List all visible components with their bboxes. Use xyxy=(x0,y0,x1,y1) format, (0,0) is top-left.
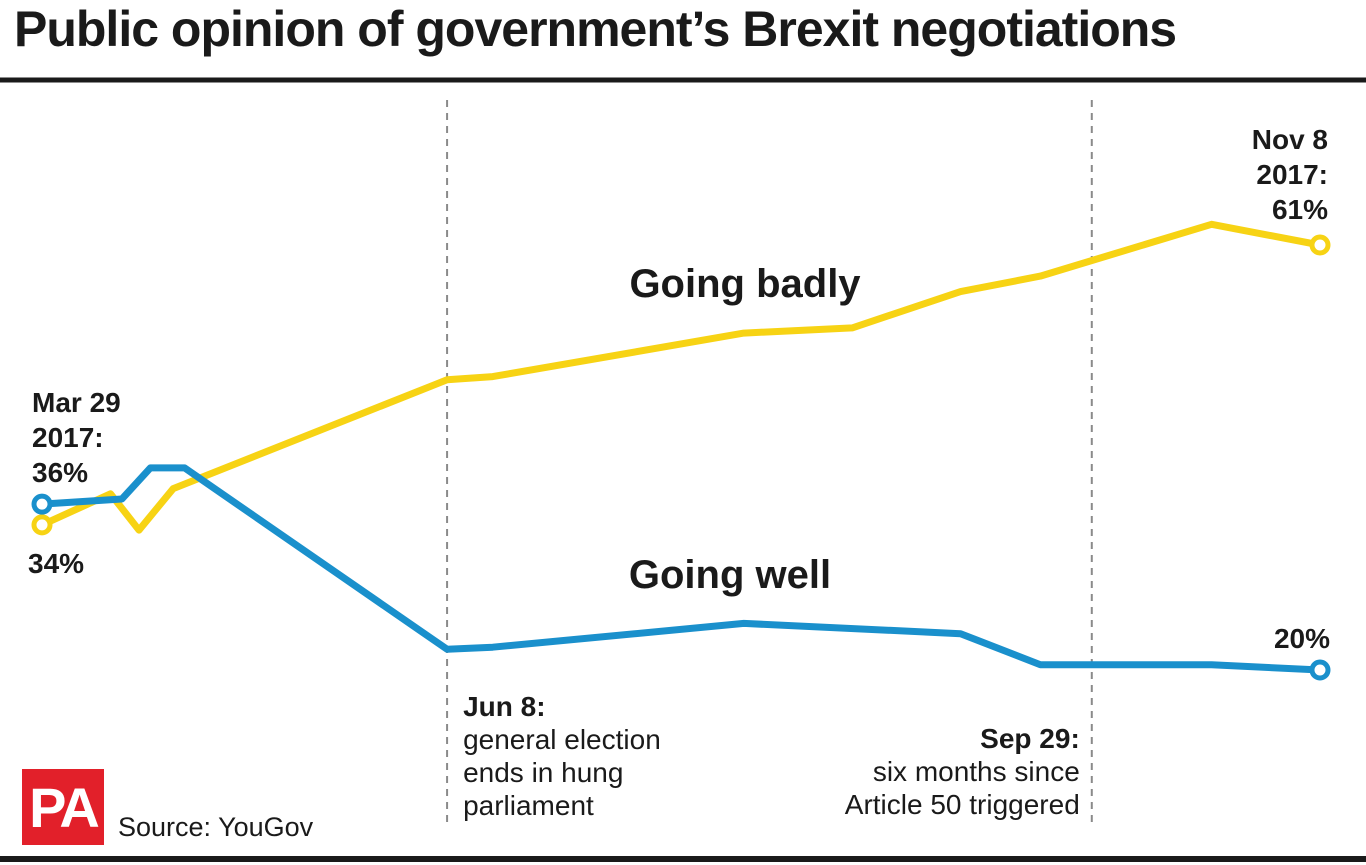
series-lines xyxy=(31,220,1331,681)
pa-logo: PA xyxy=(22,769,104,845)
series-label-badly: Going badly xyxy=(629,262,861,306)
event-text: Article 50 triggered xyxy=(845,789,1080,820)
chart-title: Public opinion of government’s Brexit ne… xyxy=(14,1,1177,57)
event-title: Sep 29: xyxy=(980,723,1080,754)
event-text: general election xyxy=(463,724,661,755)
end-label: 2017: xyxy=(1256,159,1328,190)
end-well-label: 20% xyxy=(1274,623,1330,654)
event-title: Jun 8: xyxy=(463,691,545,722)
series-line xyxy=(38,464,1324,674)
start-badly-label: 34% xyxy=(28,548,84,579)
chart-labels: Going badly Going well Mar 29 2017: 36% 34% No… xyxy=(28,124,1330,654)
series-line xyxy=(38,220,1324,534)
event-text: six months since xyxy=(873,756,1080,787)
endpoint-marker xyxy=(1309,234,1331,256)
event-text: ends in hung xyxy=(463,757,623,788)
start-label: 36% xyxy=(32,457,88,488)
endpoint-marker xyxy=(31,493,53,515)
end-label: Nov 8 xyxy=(1252,124,1328,155)
endpoint-marker xyxy=(1309,659,1331,681)
source-note: Source: YouGov xyxy=(118,812,314,842)
start-label: Mar 29 xyxy=(32,387,121,418)
event-text: parliament xyxy=(463,790,594,821)
start-label: 2017: xyxy=(32,422,104,453)
end-label: 61% xyxy=(1272,194,1328,225)
series-label-well: Going well xyxy=(629,553,831,597)
endpoint-marker xyxy=(31,514,53,536)
